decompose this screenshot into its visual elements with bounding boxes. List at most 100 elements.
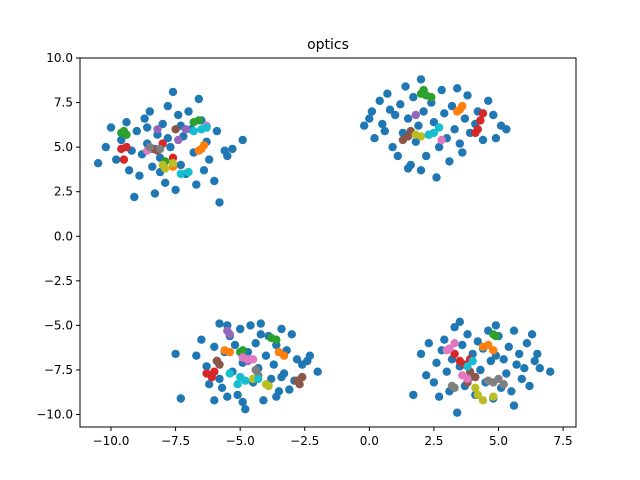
data-point-cyan-0 — [189, 126, 198, 136]
x-tick-label: −7.5 — [161, 434, 190, 448]
data-point-noise-147 — [215, 374, 224, 384]
data-point-noise-55 — [378, 119, 387, 129]
data-point-noise-98 — [403, 164, 413, 173]
data-point-noise-16 — [150, 189, 160, 198]
data-point-olive-1 — [161, 164, 170, 173]
data-point-green-2 — [119, 126, 129, 136]
data-point-olive-9 — [478, 396, 488, 405]
data-point-cyan-3 — [176, 169, 185, 179]
data-point-noise-123 — [259, 396, 268, 405]
data-point-noise-25 — [174, 110, 183, 120]
data-point-cyan-8 — [225, 369, 234, 378]
data-point-brown-13 — [471, 372, 480, 382]
data-point-pink-9 — [458, 371, 467, 380]
data-point-orange-6 — [453, 107, 462, 116]
data-point-noise-195 — [535, 364, 544, 373]
data-point-noise-139 — [171, 349, 180, 359]
data-point-noise-99 — [416, 166, 426, 175]
data-point-noise-53 — [370, 134, 379, 143]
data-point-olive-4 — [416, 132, 426, 141]
data-point-olive-2 — [168, 159, 178, 168]
data-point-pink-6 — [450, 339, 459, 348]
data-point-noise-21 — [163, 101, 172, 111]
data-point-noise-112 — [230, 340, 240, 350]
data-point-noise-101 — [197, 335, 206, 344]
data-point-olive-6 — [264, 381, 273, 391]
data-point-noise-167 — [463, 330, 472, 339]
data-point-noise-176 — [486, 356, 495, 366]
data-point-noise-84 — [453, 84, 462, 93]
data-point-noise-10 — [135, 171, 144, 180]
data-point-green-8 — [427, 93, 436, 102]
data-point-green-13 — [267, 333, 276, 343]
data-point-noise-192 — [527, 330, 537, 339]
data-point-noise-92 — [478, 135, 488, 145]
data-point-noise-79 — [440, 109, 449, 118]
data-point-brown-10 — [298, 372, 307, 382]
data-point-noise-196 — [546, 367, 555, 376]
data-point-noise-151 — [416, 349, 426, 359]
data-point-noise-118 — [246, 321, 255, 330]
data-point-noise-4 — [117, 135, 126, 145]
data-point-noise-155 — [432, 358, 441, 367]
y-tick-label: 0.0 — [54, 229, 73, 243]
data-point-noise-72 — [422, 151, 431, 161]
data-point-noise-144 — [305, 351, 315, 360]
data-point-noise-8 — [130, 192, 139, 202]
data-point-noise-113 — [233, 390, 242, 400]
data-point-noise-87 — [460, 114, 470, 123]
data-point-noise-40 — [215, 198, 224, 207]
data-point-noise-190 — [522, 339, 532, 348]
data-point-noise-181 — [499, 355, 508, 364]
data-point-noise-76 — [432, 173, 441, 182]
y-tick-label: 10.0 — [46, 51, 73, 65]
data-point-noise-198 — [491, 321, 501, 330]
data-point-noise-6 — [124, 166, 134, 175]
data-point-green-4 — [194, 116, 203, 125]
data-point-pink-10 — [437, 135, 446, 145]
data-point-pink-4 — [248, 355, 258, 364]
data-point-noise-186 — [512, 360, 521, 369]
data-point-noise-54 — [375, 96, 384, 106]
data-point-cyan-7 — [424, 130, 433, 139]
data-point-noise-52 — [367, 107, 377, 116]
data-point-cyan-2 — [202, 123, 211, 132]
data-point-noise-152 — [422, 371, 431, 380]
data-point-cyan-14 — [468, 356, 477, 366]
data-point-noise-114 — [236, 324, 245, 334]
data-point-noise-163 — [453, 408, 462, 417]
data-point-noise-69 — [414, 121, 423, 130]
data-point-noise-14 — [145, 107, 154, 116]
data-point-noise-38 — [210, 176, 219, 186]
data-point-noise-24 — [171, 185, 180, 195]
data-point-cyan-10 — [241, 376, 250, 385]
data-point-orange-13 — [489, 346, 498, 355]
data-point-noise-62 — [396, 100, 405, 109]
data-point-purple-4 — [411, 110, 420, 120]
data-point-noise-2 — [106, 123, 116, 132]
plot-frame — [79, 57, 577, 428]
data-point-noise-81 — [445, 157, 454, 166]
data-point-purple-3 — [225, 330, 234, 339]
data-point-noise-191 — [525, 381, 534, 391]
data-point-noise-193 — [530, 356, 539, 366]
data-point-purple-1 — [181, 125, 191, 134]
data-point-noise-35 — [199, 166, 209, 175]
data-point-noise-51 — [365, 114, 374, 123]
data-point-noise-171 — [473, 337, 482, 346]
data-point-noise-154 — [429, 378, 439, 387]
data-point-noise-32 — [192, 180, 201, 189]
data-point-red-7 — [478, 109, 488, 118]
x-tick-label: 0.0 — [360, 434, 379, 448]
data-point-olive-10 — [489, 392, 498, 401]
data-point-noise-124 — [261, 351, 271, 360]
data-point-purple-5 — [153, 125, 162, 134]
data-point-noise-58 — [385, 105, 395, 114]
x-tick-label: −10.0 — [93, 434, 130, 448]
data-point-noise-194 — [533, 349, 542, 359]
data-point-noise-43 — [228, 144, 237, 154]
data-point-gray-5 — [494, 374, 503, 384]
x-tick-label: 7.5 — [554, 434, 573, 448]
data-point-noise-0 — [93, 159, 103, 168]
